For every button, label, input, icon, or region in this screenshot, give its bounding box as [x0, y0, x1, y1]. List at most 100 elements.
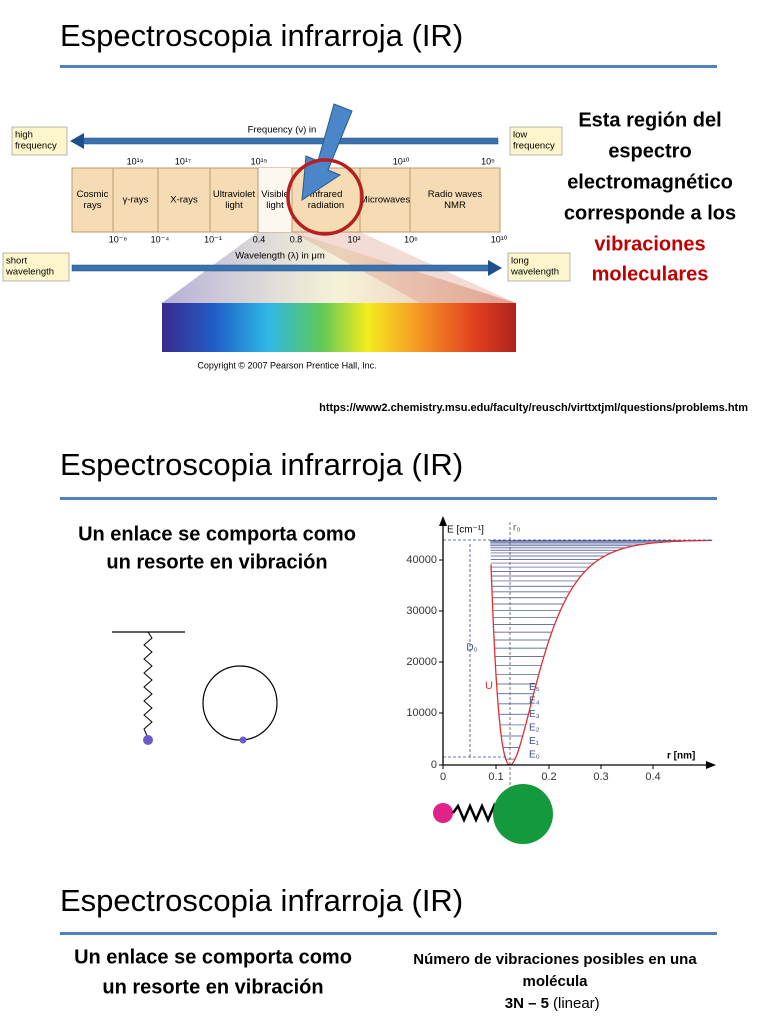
note-text: espectro [608, 140, 691, 162]
region-label: Radio waves [428, 189, 483, 200]
note-text: Esta región del [578, 109, 721, 131]
frequency-arrow [79, 137, 499, 145]
region-label: light [225, 200, 243, 211]
slide-title: Espectroscopia infrarroja (IR) [60, 18, 463, 53]
y-tick-label: 0 [431, 759, 437, 771]
caption: Un enlace se comporta como [78, 523, 356, 545]
highlight-text: moleculares [592, 263, 709, 285]
level-label: E₄ [529, 696, 540, 707]
spring [143, 631, 153, 739]
mass [239, 736, 247, 744]
arrow-head [439, 516, 447, 526]
title-rule [60, 65, 717, 68]
atom-small [433, 803, 453, 823]
box-label: wavelength [510, 267, 559, 278]
region-label: Ultraviolet [213, 189, 256, 200]
x-axis-label: r [nm] [667, 751, 695, 762]
region-label: rays [84, 200, 102, 211]
y-tick-label: 40000 [406, 554, 437, 566]
x-tick-label: 0.1 [488, 771, 503, 783]
frequency-tick: 10¹⁹ [127, 156, 144, 166]
level-label: E₀ [529, 750, 540, 761]
level-label: E₁ [529, 736, 540, 747]
level-label: E₂ [529, 723, 540, 734]
highlight-text: vibraciones [594, 233, 705, 255]
frequency-tick: 10¹⁰ [393, 156, 410, 166]
region-label: radiation [308, 200, 344, 211]
mass [143, 735, 153, 745]
box-label: short [6, 256, 27, 267]
wavelength-arrow [71, 264, 491, 272]
frequency-tick: 10¹⁷ [175, 156, 191, 166]
caption: un resorte en vibración [106, 551, 327, 573]
note-text: corresponde a los [564, 202, 736, 224]
box-label: low [513, 130, 527, 141]
source-url: https://www2.chemistry.msu.edu/faculty/r… [319, 402, 748, 414]
highlight-circle [286, 158, 364, 236]
atom-large [493, 784, 553, 844]
label-box [509, 126, 563, 156]
x-tick-label: 0.3 [593, 771, 608, 783]
formula-note: (linear) [553, 995, 600, 1012]
box-label: high [15, 130, 33, 141]
formula: 3N – 5 [505, 995, 549, 1012]
slide-title: Espectroscopia infrarroja (IR) [60, 447, 463, 482]
u-label: U [485, 680, 493, 692]
label-box [11, 126, 68, 156]
heading: Número de vibraciones posibles en una [413, 951, 697, 968]
d0-label: D₀ [466, 643, 477, 654]
region-label: Microwaves [360, 195, 410, 206]
y-tick-label: 30000 [406, 605, 437, 617]
frequency-axis-label: Frequency (ν) in [248, 125, 317, 136]
plot-frame [400, 517, 718, 847]
region-label: X-rays [170, 195, 198, 206]
x-tick-label: 0.2 [541, 771, 556, 783]
region-label: Visible [261, 189, 289, 200]
wavelength-tick: 10⁻⁶ [109, 234, 128, 244]
wavelength-tick: 10⁶ [404, 234, 418, 244]
label-box [2, 252, 70, 282]
box-label: frequency [513, 141, 555, 152]
region-label: Infrared [310, 189, 343, 200]
level-label: E₅ [529, 682, 540, 693]
box-label: wavelength [5, 267, 54, 278]
slide-title: Espectroscopia infrarroja (IR) [60, 883, 463, 918]
wavelength-tick: 10⁻¹ [204, 234, 222, 244]
y-tick-label: 10000 [406, 707, 437, 719]
label-box [507, 252, 571, 282]
visible-spectrum [162, 303, 516, 352]
caption: un resorte en vibración [102, 976, 323, 998]
region-label: Cosmic [77, 189, 109, 200]
wavelength-tick: 10² [347, 234, 360, 244]
x-tick-label: 0 [440, 771, 446, 783]
wavelength-tick: 10⁻⁴ [151, 234, 170, 244]
arrow-head [706, 761, 716, 769]
potential-curve [490, 539, 712, 766]
title-rule [60, 497, 717, 500]
caption: Un enlace se comporta como [74, 946, 352, 968]
title-rule [60, 932, 717, 935]
orbit [202, 665, 278, 741]
y-tick-label: 20000 [406, 656, 437, 668]
arrow-head [70, 133, 84, 149]
copyright: Copyright © 2007 Pearson Prentice Hall, … [197, 360, 376, 370]
arrow-head [488, 260, 502, 276]
box-label: long [511, 256, 529, 267]
y-axis-label: E [cm⁻¹] [447, 525, 484, 536]
region-label: NMR [444, 200, 466, 211]
box-label: frequency [15, 141, 57, 152]
wavelength-tick: 0.8 [290, 234, 303, 244]
wavelength-axis-label: Wavelength (λ) in μm [235, 251, 325, 262]
frequency-tick: 10⁵ [481, 156, 495, 166]
bond-spring [451, 802, 498, 824]
level-label: E₃ [529, 709, 540, 720]
visible-band [258, 168, 292, 232]
region-label: γ-rays [123, 195, 149, 206]
region-label: light [266, 200, 284, 211]
r0-label: r₀ [513, 523, 520, 534]
frequency-tick: 10¹⁵ [251, 156, 268, 166]
note-text: electromagnético [567, 171, 733, 193]
wavelength-tick: 0.4 [253, 234, 266, 244]
x-tick-label: 0.4 [645, 771, 660, 783]
